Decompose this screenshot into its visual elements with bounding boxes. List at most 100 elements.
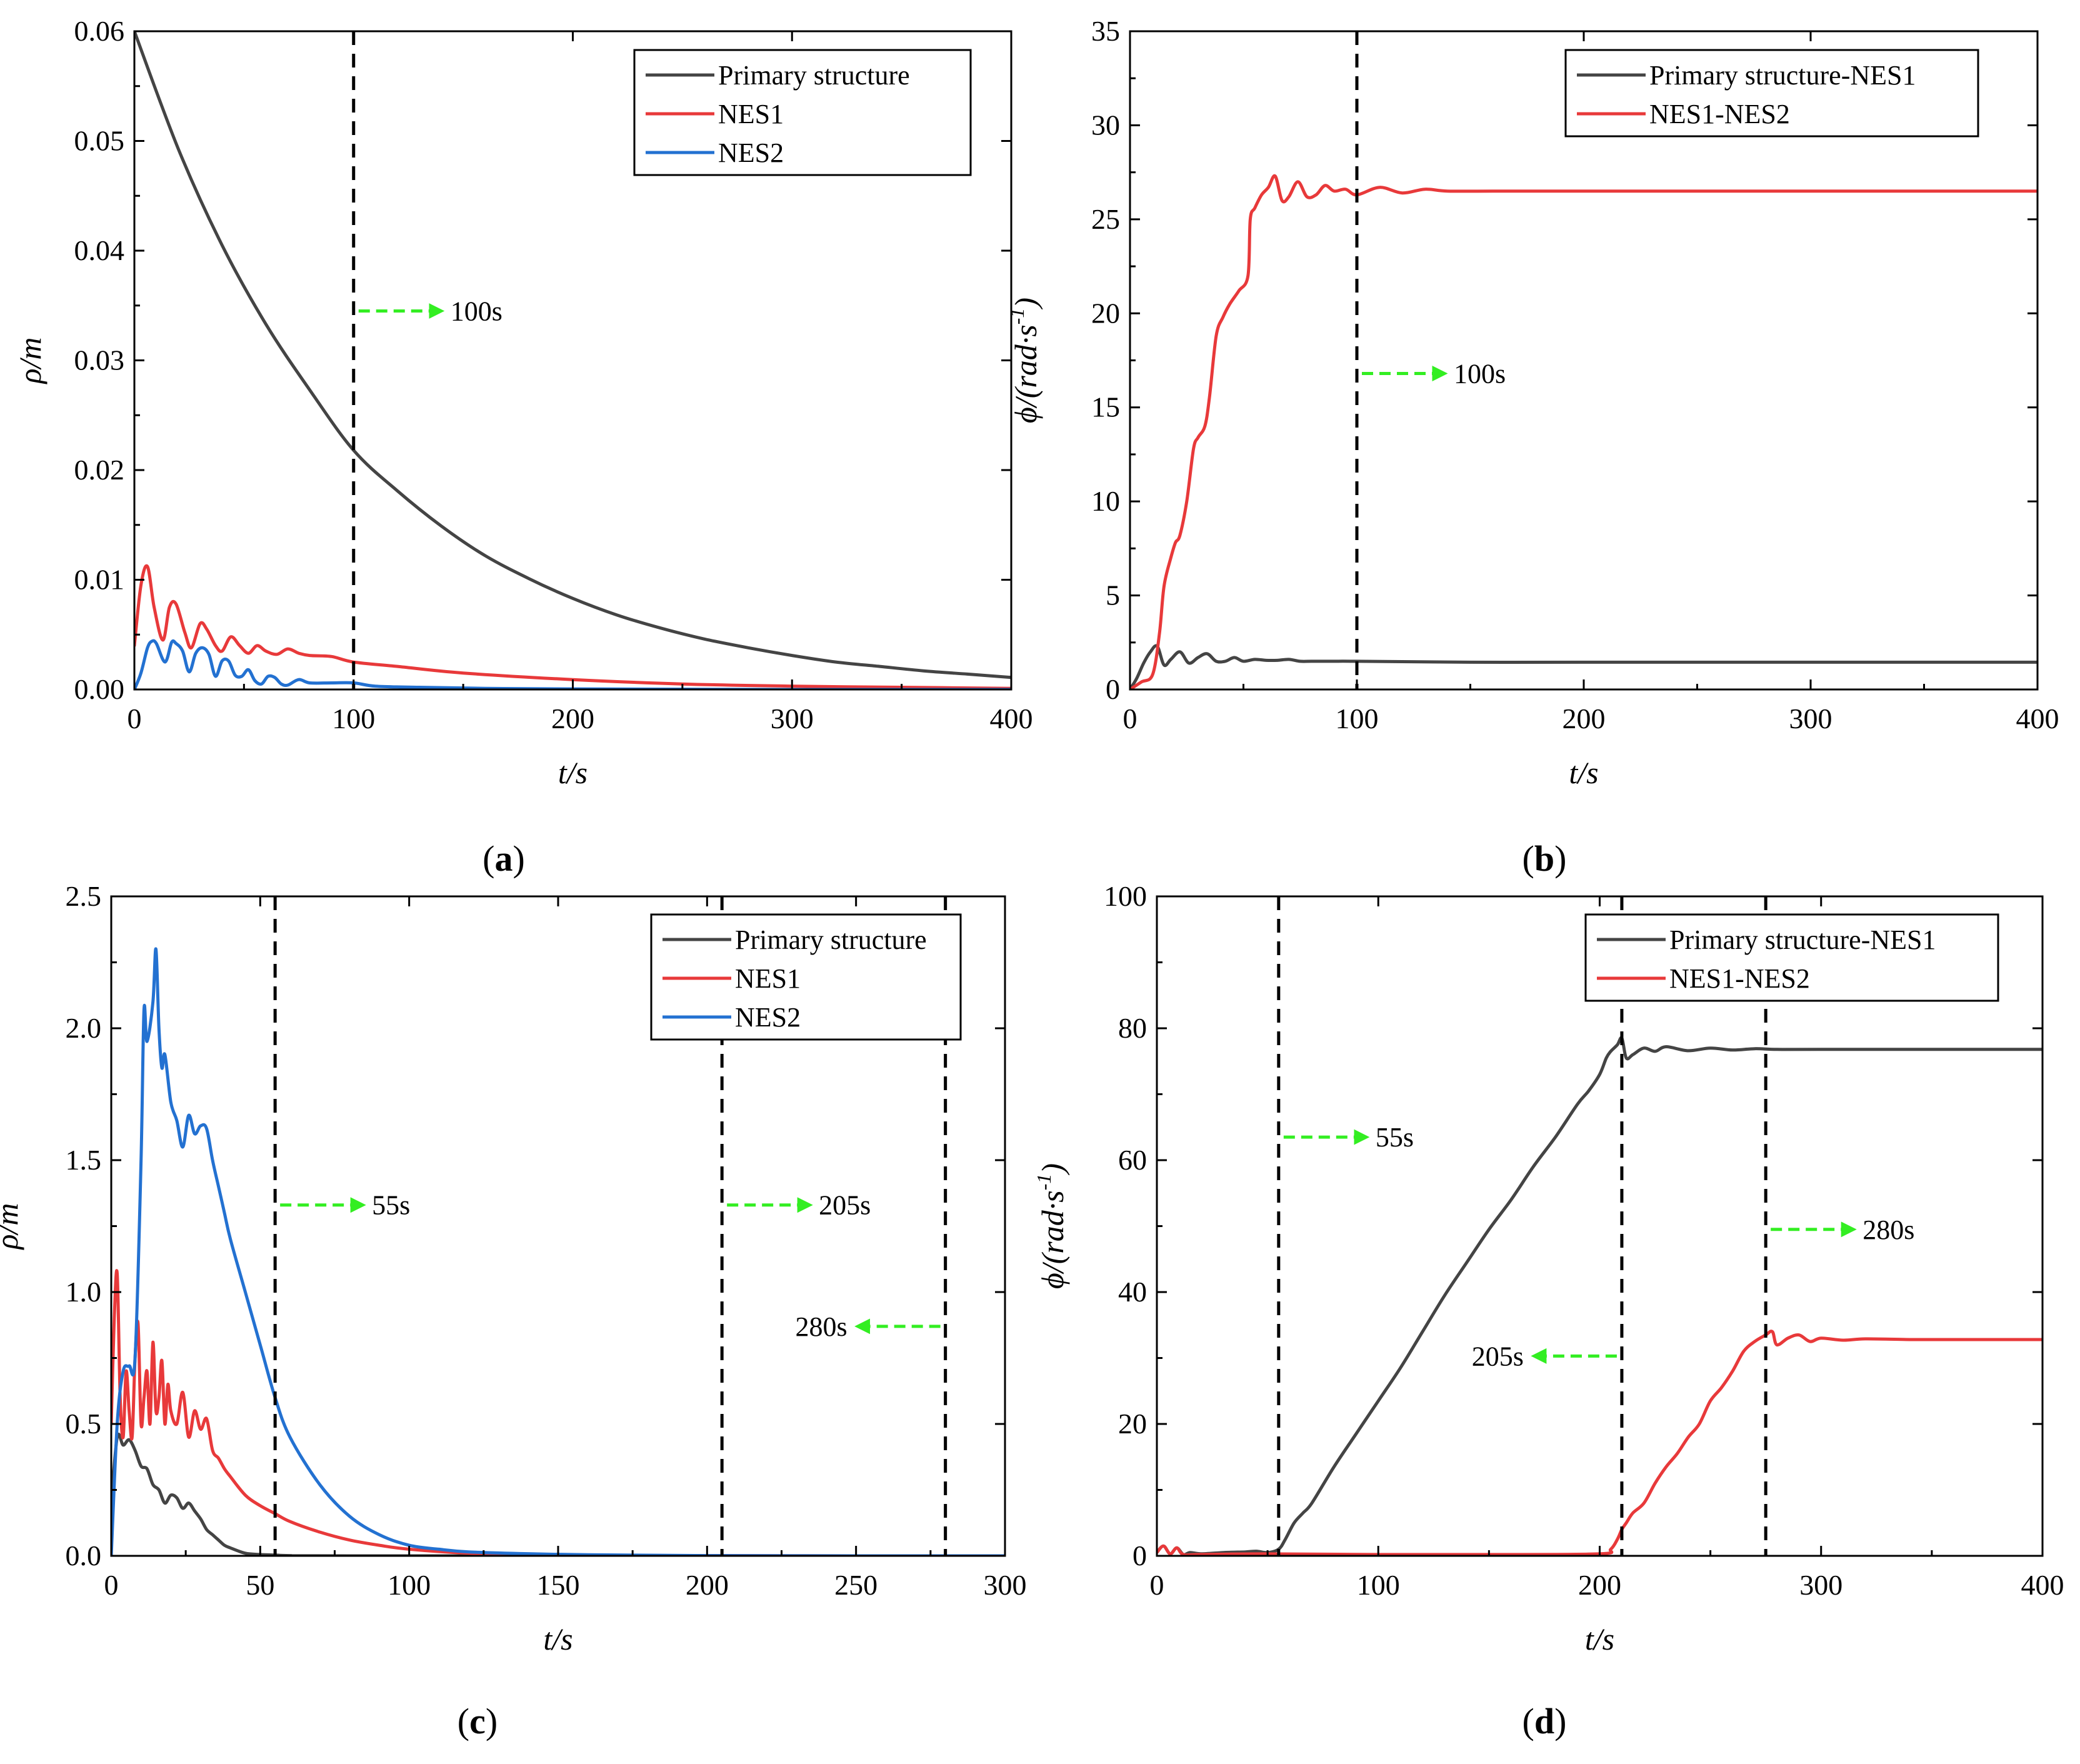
x-tick-label: 100 bbox=[332, 703, 375, 734]
legend-label: NES2 bbox=[718, 138, 784, 168]
y-tick-label: 1.0 bbox=[66, 1276, 102, 1308]
x-tick-label: 0 bbox=[1150, 1569, 1164, 1601]
x-tick-label: 0 bbox=[104, 1569, 119, 1601]
panel-label-close: ) bbox=[513, 838, 525, 879]
y-tick-label: 100 bbox=[1104, 880, 1147, 912]
y-tick-label: 2.5 bbox=[66, 880, 102, 912]
panel-label-letter: b bbox=[1534, 838, 1554, 879]
x-axis-label: t/s bbox=[1569, 755, 1598, 790]
x-tick-label: 400 bbox=[2016, 703, 2059, 734]
y-tick-label: 0.04 bbox=[74, 234, 125, 266]
y-axis-label: ϕ/(rad·s-1) bbox=[1006, 298, 1043, 423]
x-tick-label: 100 bbox=[1357, 1569, 1400, 1601]
panel-label-letter: a bbox=[495, 838, 513, 879]
series-line-primary-structure-nes1 bbox=[1157, 1036, 2042, 1556]
panel-label-close: ) bbox=[1554, 1701, 1566, 1741]
y-tick-label: 0.05 bbox=[74, 125, 125, 157]
series-line-primary-structure bbox=[134, 31, 1011, 679]
x-axis-label: t/s bbox=[558, 755, 588, 790]
panel-label: (a) bbox=[482, 838, 525, 879]
y-tick-label: 0 bbox=[1106, 673, 1120, 705]
y-axis-label-main: ϕ/(rad·s bbox=[1008, 324, 1043, 423]
x-axis-label: t/s bbox=[543, 1621, 572, 1656]
x-tick-label: 200 bbox=[1578, 1569, 1621, 1601]
y-tick-label: 2.0 bbox=[66, 1012, 102, 1044]
series-line-nes1-nes2 bbox=[1157, 1330, 2042, 1556]
panel-label-close: ) bbox=[1554, 838, 1566, 879]
legend-label: Primary structure-NES1 bbox=[1649, 60, 1916, 91]
annotation-label: 100s bbox=[451, 296, 502, 327]
annotation-label: 55s bbox=[1376, 1122, 1414, 1153]
x-tick-label: 250 bbox=[834, 1569, 878, 1601]
x-tick-label: 200 bbox=[551, 703, 594, 734]
panel-label: (b) bbox=[1522, 838, 1567, 879]
x-tick-label: 300 bbox=[984, 1569, 1027, 1601]
y-tick-label: 80 bbox=[1118, 1012, 1147, 1044]
y-axis-label: ρ/m bbox=[12, 338, 48, 385]
panel-c: 55s 205s 280s 0 50 100 150 200 250 300 0.0 0.5 1.0 1.… bbox=[0, 880, 1027, 1741]
y-tick-label: 0.5 bbox=[66, 1408, 102, 1440]
x-tick-label: 50 bbox=[246, 1569, 274, 1601]
y-tick-label: 0.02 bbox=[74, 454, 125, 486]
panel-b: 100s 0 100 200 300 400 0 5 10 15 20 25 30 35 t/s ϕ/(rad… bbox=[1006, 15, 2059, 879]
y-axis-label-sup: -1 bbox=[1032, 1174, 1055, 1191]
annotation-label: 100s bbox=[1454, 359, 1506, 389]
y-tick-label: 40 bbox=[1118, 1276, 1147, 1308]
series-line-nes1 bbox=[134, 564, 1011, 689]
x-tick-label: 0 bbox=[1123, 703, 1138, 734]
x-tick-label: 300 bbox=[1799, 1569, 1842, 1601]
x-tick-label: 100 bbox=[1336, 703, 1379, 734]
y-tick-label: 60 bbox=[1118, 1144, 1147, 1176]
y-axis-label-main: ρ/m bbox=[12, 338, 48, 385]
series-line-nes1-nes2 bbox=[1130, 174, 2038, 689]
x-tick-label: 400 bbox=[2021, 1569, 2064, 1601]
y-tick-label: 0.0 bbox=[66, 1540, 102, 1571]
panel-label-open: ( bbox=[482, 838, 494, 879]
series-line-nes2 bbox=[111, 947, 1005, 1556]
panel-label-close: ) bbox=[486, 1701, 498, 1741]
y-axis-label-close: ) bbox=[1035, 1163, 1070, 1176]
panel-label-letter: c bbox=[469, 1701, 486, 1741]
y-axis-label-main: ϕ/(rad·s bbox=[1035, 1190, 1070, 1289]
panel-d: 55s 205s 280s 0 100 200 300 400 0 20 40 60 80 100 t/s ϕ… bbox=[1032, 880, 2064, 1741]
x-tick-label: 400 bbox=[990, 703, 1033, 734]
y-axis-label: ϕ/(rad·s-1) bbox=[1032, 1163, 1070, 1289]
y-tick-label: 0.01 bbox=[74, 564, 125, 596]
y-tick-label: 5 bbox=[1106, 579, 1120, 611]
x-tick-label: 200 bbox=[1562, 703, 1606, 734]
legend-label: NES1 bbox=[735, 963, 801, 994]
x-tick-label: 150 bbox=[537, 1569, 580, 1601]
y-tick-label: 15 bbox=[1091, 391, 1120, 423]
panel-label-open: ( bbox=[1522, 838, 1534, 879]
annotation-label: 280s bbox=[796, 1311, 848, 1342]
y-axis-label-sup: -1 bbox=[1006, 308, 1028, 325]
y-tick-label: 0.06 bbox=[74, 15, 125, 47]
y-axis-label-main: ρ/m bbox=[0, 1203, 24, 1251]
series-line-primary-structure-nes1 bbox=[1130, 644, 2038, 689]
y-axis-label: ρ/m bbox=[0, 1203, 24, 1251]
legend-label: NES2 bbox=[735, 1002, 801, 1033]
x-tick-label: 200 bbox=[686, 1569, 729, 1601]
x-tick-label: 100 bbox=[388, 1569, 431, 1601]
y-tick-label: 20 bbox=[1091, 297, 1120, 329]
annotation-label: 205s bbox=[1472, 1341, 1524, 1371]
y-tick-label: 30 bbox=[1091, 109, 1120, 141]
y-tick-label: 25 bbox=[1091, 203, 1120, 235]
series-line-nes1 bbox=[111, 1269, 1005, 1556]
legend-label: NES1-NES2 bbox=[1649, 99, 1790, 129]
x-tick-label: 300 bbox=[771, 703, 814, 734]
y-tick-label: 35 bbox=[1091, 15, 1120, 47]
y-tick-label: 0 bbox=[1132, 1540, 1147, 1571]
annotation-label: 55s bbox=[372, 1190, 410, 1221]
panel-label: (d) bbox=[1522, 1701, 1567, 1741]
legend-label: NES1 bbox=[718, 99, 784, 129]
y-tick-label: 20 bbox=[1118, 1408, 1147, 1440]
y-tick-label: 0.00 bbox=[74, 673, 125, 705]
panel-label: (c) bbox=[458, 1701, 498, 1741]
legend-label: NES1-NES2 bbox=[1669, 963, 1810, 994]
y-tick-label: 0.03 bbox=[74, 344, 125, 376]
legend-box bbox=[1584, 913, 1999, 1002]
legend-box bbox=[1564, 49, 1979, 138]
legend-label: Primary structure bbox=[718, 60, 910, 91]
